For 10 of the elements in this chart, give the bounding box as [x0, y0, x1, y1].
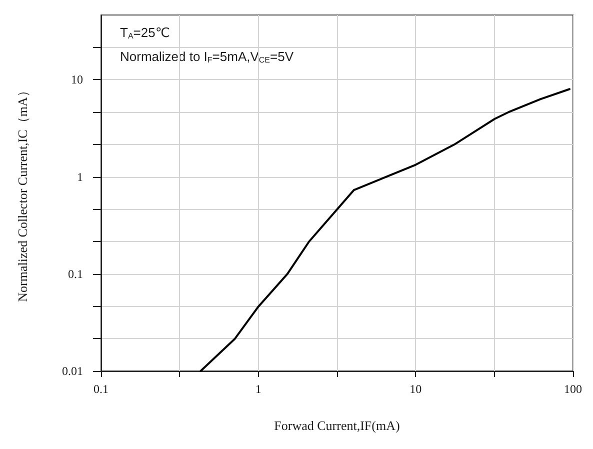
y-tick-label: 10	[71, 72, 83, 87]
y-tick-label: 0.1	[68, 266, 83, 281]
y-axis-title: Normalized Collector Current,IC（mA）	[15, 84, 30, 302]
y-tick-label: 0.01	[62, 364, 83, 378]
x-tick-label: 100	[564, 382, 582, 396]
y-tick-label: 1	[77, 170, 83, 184]
x-tick-label: 0.1	[94, 382, 108, 396]
x-tick-label: 10	[410, 382, 422, 396]
x-axis-title: Forwad Current,IF(mA)	[274, 418, 400, 433]
x-tick-label: 1	[255, 382, 262, 396]
